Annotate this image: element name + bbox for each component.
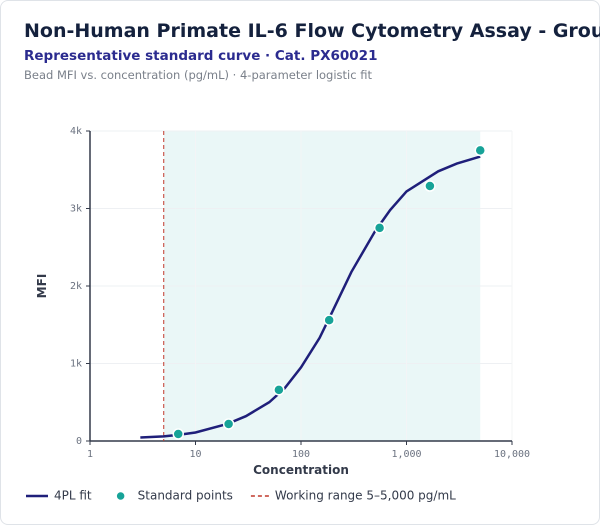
point — [424, 180, 436, 192]
point — [273, 384, 285, 396]
y-tick-label: 1k — [70, 359, 82, 370]
y-tick-label: 0 — [76, 436, 82, 447]
x-tick-label: 10,000 — [494, 449, 530, 460]
legend-label: Working range 5–5,000 pg/mL — [275, 489, 456, 503]
fit-line — [140, 155, 481, 439]
legend-label: Standard points — [138, 489, 233, 503]
chart-subtitle: Representative standard curve · Cat. PX6… — [24, 48, 377, 64]
y-tick-label: 2k — [70, 281, 82, 292]
x-tick-label: 100 — [292, 449, 310, 460]
x-tick-label: 10 — [189, 449, 201, 460]
y-axis-label: MFI — [35, 274, 49, 299]
point — [222, 418, 235, 430]
legend-label: 4PL fit — [54, 489, 92, 503]
y-tick-label: 3k — [70, 204, 82, 215]
point — [474, 144, 486, 157]
x-tick-label: 1,000 — [391, 449, 421, 460]
point — [172, 428, 184, 440]
point — [373, 222, 386, 234]
x-axis-label: Concentration — [253, 463, 349, 477]
chart-caption: Bead MFI vs. concentration (pg/mL) · 4-p… — [24, 68, 372, 82]
x-tick-label: 1 — [87, 449, 93, 460]
y-tick-label: 4k — [70, 126, 82, 137]
legend-swatch — [115, 490, 126, 502]
point — [323, 314, 335, 326]
chart-title: Non-Human Primate IL-6 Flow Cytometry As… — [24, 20, 600, 42]
